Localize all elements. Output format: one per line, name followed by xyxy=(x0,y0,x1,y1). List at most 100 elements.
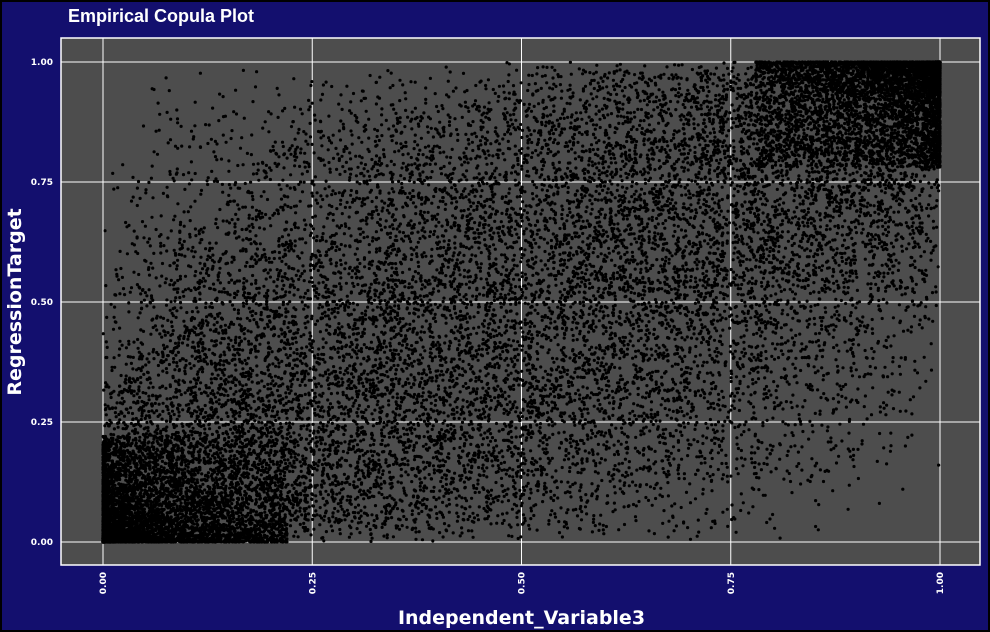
density-point xyxy=(603,434,606,437)
density-point xyxy=(360,335,363,338)
density-point xyxy=(524,302,527,305)
density-point xyxy=(320,395,323,398)
density-point xyxy=(768,250,771,253)
density-point xyxy=(621,160,624,163)
density-point xyxy=(488,154,491,157)
density-point xyxy=(169,173,172,176)
density-point xyxy=(342,127,345,130)
density-point xyxy=(472,202,475,205)
density-point xyxy=(653,487,656,490)
density-point xyxy=(915,175,918,178)
density-point xyxy=(722,297,725,300)
density-point xyxy=(213,317,216,320)
density-point xyxy=(689,285,692,288)
density-point xyxy=(363,328,366,331)
density-point xyxy=(726,210,729,213)
density-point xyxy=(848,484,851,487)
density-point xyxy=(395,253,398,256)
density-point xyxy=(921,326,924,329)
density-point xyxy=(251,274,254,277)
density-point xyxy=(355,411,358,414)
density-point xyxy=(760,281,763,284)
density-point xyxy=(536,229,539,232)
density-point xyxy=(152,357,155,360)
density-point xyxy=(261,127,264,130)
density-point xyxy=(680,228,683,231)
density-point xyxy=(324,490,327,493)
density-point xyxy=(696,191,699,194)
density-point xyxy=(338,248,341,251)
density-point xyxy=(362,392,365,395)
density-point xyxy=(520,136,523,139)
density-point xyxy=(371,260,374,263)
density-point xyxy=(815,462,818,465)
density-point xyxy=(422,346,425,349)
density-point xyxy=(471,149,474,152)
data-point xyxy=(346,509,349,512)
density-point xyxy=(252,172,255,175)
density-point xyxy=(455,200,458,203)
density-point xyxy=(897,210,900,213)
density-point xyxy=(189,205,192,208)
density-point xyxy=(807,207,810,210)
density-point xyxy=(851,279,854,282)
density-point xyxy=(531,337,534,340)
density-point xyxy=(424,279,427,282)
density-point xyxy=(786,454,789,457)
density-point xyxy=(410,386,413,389)
density-point xyxy=(790,491,793,494)
density-point xyxy=(678,149,681,152)
density-point xyxy=(856,448,859,451)
data-point xyxy=(318,523,321,526)
density-point xyxy=(319,194,322,197)
density-point xyxy=(604,150,607,153)
density-point xyxy=(423,476,426,479)
density-point xyxy=(764,350,767,353)
density-point xyxy=(291,506,294,509)
density-point xyxy=(648,230,651,233)
density-point xyxy=(641,127,644,130)
density-point xyxy=(643,99,646,102)
density-point xyxy=(325,424,328,427)
density-point xyxy=(715,230,718,233)
density-point xyxy=(404,446,407,449)
density-point xyxy=(806,164,809,167)
density-point xyxy=(146,241,149,244)
density-point xyxy=(891,360,894,363)
density-point xyxy=(610,157,613,160)
density-point xyxy=(408,382,411,385)
density-point xyxy=(634,515,637,518)
density-point xyxy=(372,418,375,421)
density-point xyxy=(404,470,407,473)
density-point xyxy=(211,402,214,405)
density-point xyxy=(431,276,434,279)
density-point xyxy=(447,347,450,350)
density-point xyxy=(623,95,626,98)
density-point xyxy=(774,161,777,164)
density-point xyxy=(340,325,343,328)
density-point xyxy=(698,455,701,458)
density-point xyxy=(169,118,172,121)
density-point xyxy=(186,344,189,347)
density-point xyxy=(640,218,643,221)
density-point xyxy=(614,126,617,129)
density-point xyxy=(382,450,385,453)
density-point xyxy=(322,539,325,542)
density-point xyxy=(826,180,829,183)
density-point xyxy=(585,149,588,152)
density-point xyxy=(526,135,529,138)
density-point xyxy=(709,216,712,219)
density-point xyxy=(434,162,437,165)
density-point xyxy=(236,290,239,293)
density-point xyxy=(293,456,296,459)
density-point xyxy=(776,233,779,236)
density-point xyxy=(412,302,415,305)
density-point xyxy=(694,208,697,211)
density-point xyxy=(355,338,358,341)
density-point xyxy=(549,496,552,499)
density-point xyxy=(652,128,655,131)
density-point xyxy=(474,84,477,87)
density-point xyxy=(459,390,462,393)
density-point xyxy=(914,266,917,269)
density-point xyxy=(429,176,432,179)
